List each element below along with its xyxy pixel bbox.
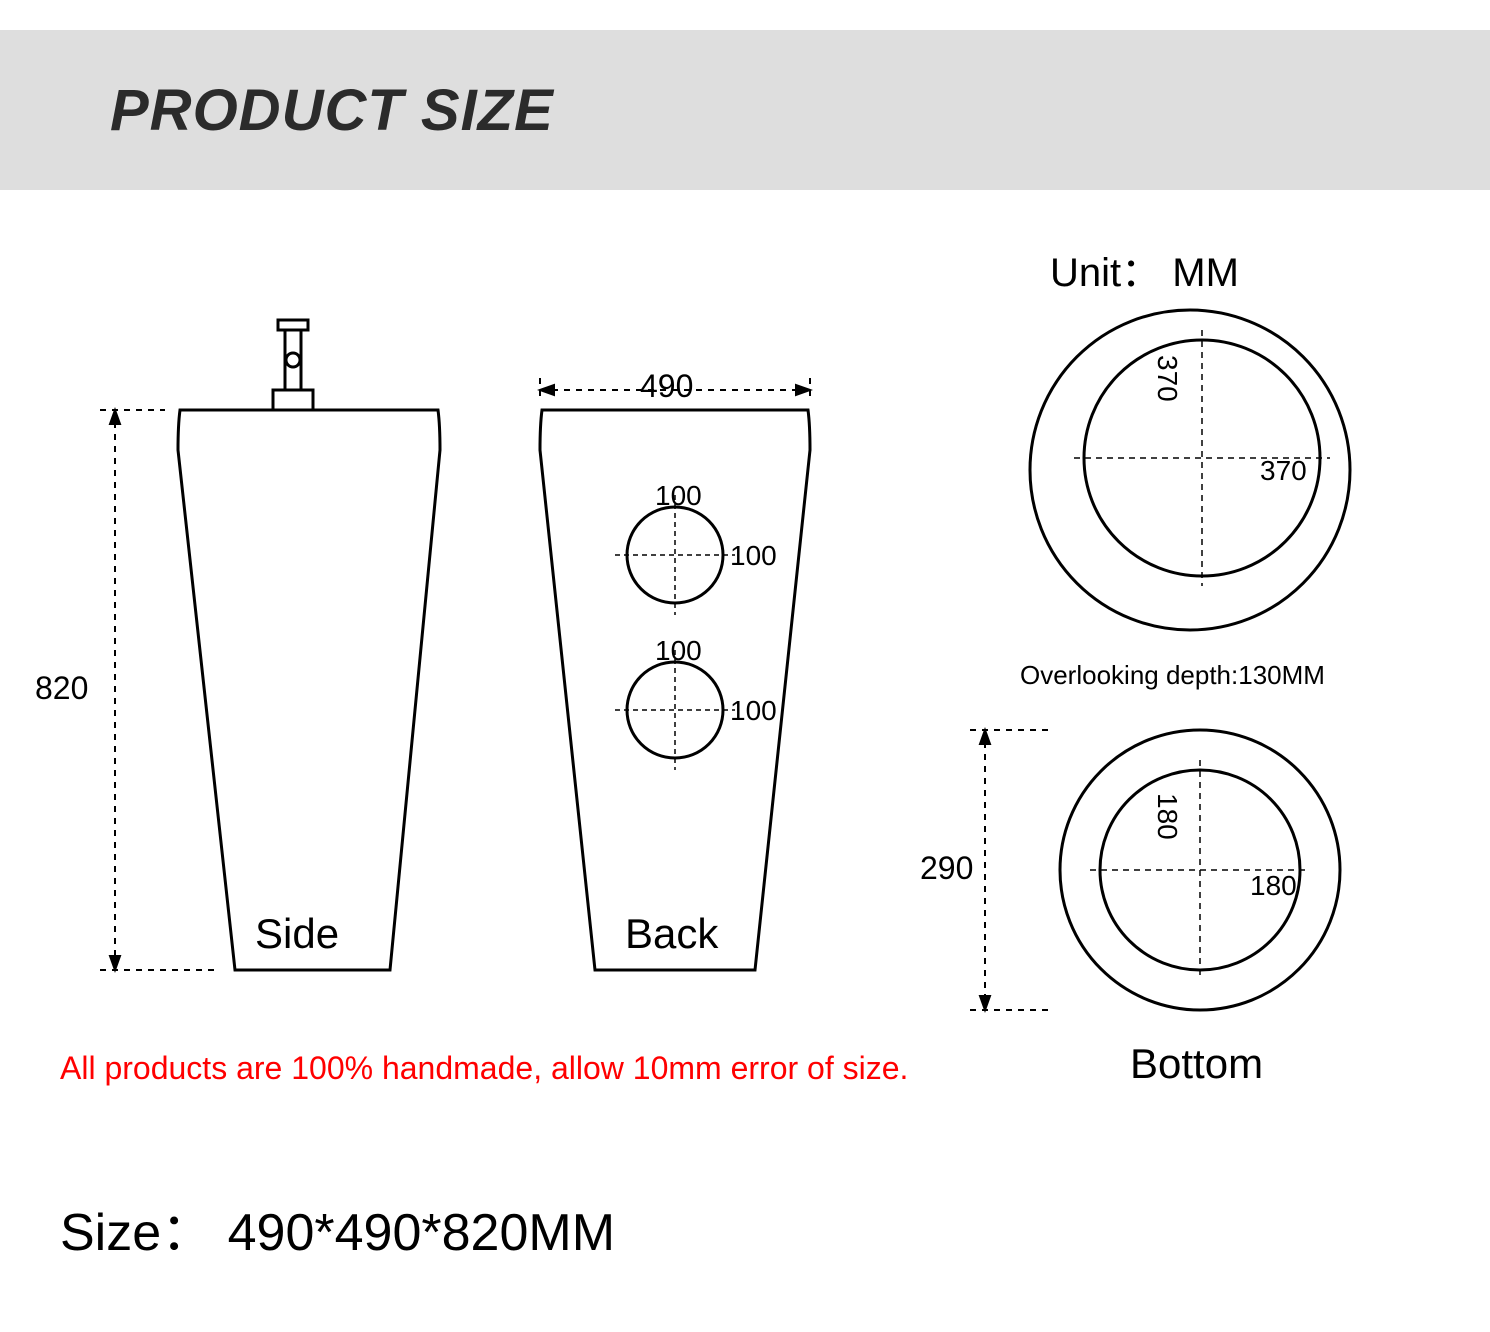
side-height-dim: 820 bbox=[35, 670, 88, 707]
back-label: Back bbox=[625, 910, 718, 958]
back-hole1-v: 100 bbox=[655, 480, 702, 512]
back-hole2-h: 100 bbox=[730, 695, 777, 727]
diagram-area: 820 Side 490 100 100 100 100 Back bbox=[0, 310, 1490, 1110]
unit-label: Unit： MM bbox=[1050, 240, 1239, 298]
bottom-inner-h: 180 bbox=[1250, 870, 1297, 902]
unit-prefix: Unit： bbox=[1050, 251, 1161, 295]
top-inner-v: 370 bbox=[1151, 355, 1183, 402]
page-title: PRODUCT SIZE bbox=[110, 77, 554, 144]
back-hole2-v: 100 bbox=[655, 635, 702, 667]
side-view-svg bbox=[60, 310, 440, 1010]
header-band: PRODUCT SIZE bbox=[0, 30, 1490, 190]
bottom-circle-svg bbox=[940, 710, 1380, 1030]
size-summary: Size： 490*490*820MM bbox=[60, 1190, 615, 1265]
back-width-dim: 490 bbox=[640, 368, 693, 405]
top-circle-svg bbox=[1010, 300, 1370, 640]
size-prefix: Size： bbox=[60, 1204, 213, 1262]
top-inner-h: 370 bbox=[1260, 455, 1307, 487]
bottom-label: Bottom bbox=[1130, 1040, 1263, 1088]
bottom-height-dim: 290 bbox=[920, 850, 973, 887]
size-value: 490*490*820MM bbox=[228, 1204, 615, 1262]
unit-value: MM bbox=[1172, 251, 1239, 295]
depth-label: Overlooking depth:130MM bbox=[1020, 660, 1325, 691]
bottom-inner-v: 180 bbox=[1151, 793, 1183, 840]
back-hole1-h: 100 bbox=[730, 540, 777, 572]
side-label: Side bbox=[255, 910, 339, 958]
handmade-note: All products are 100% handmade, allow 10… bbox=[60, 1050, 908, 1087]
